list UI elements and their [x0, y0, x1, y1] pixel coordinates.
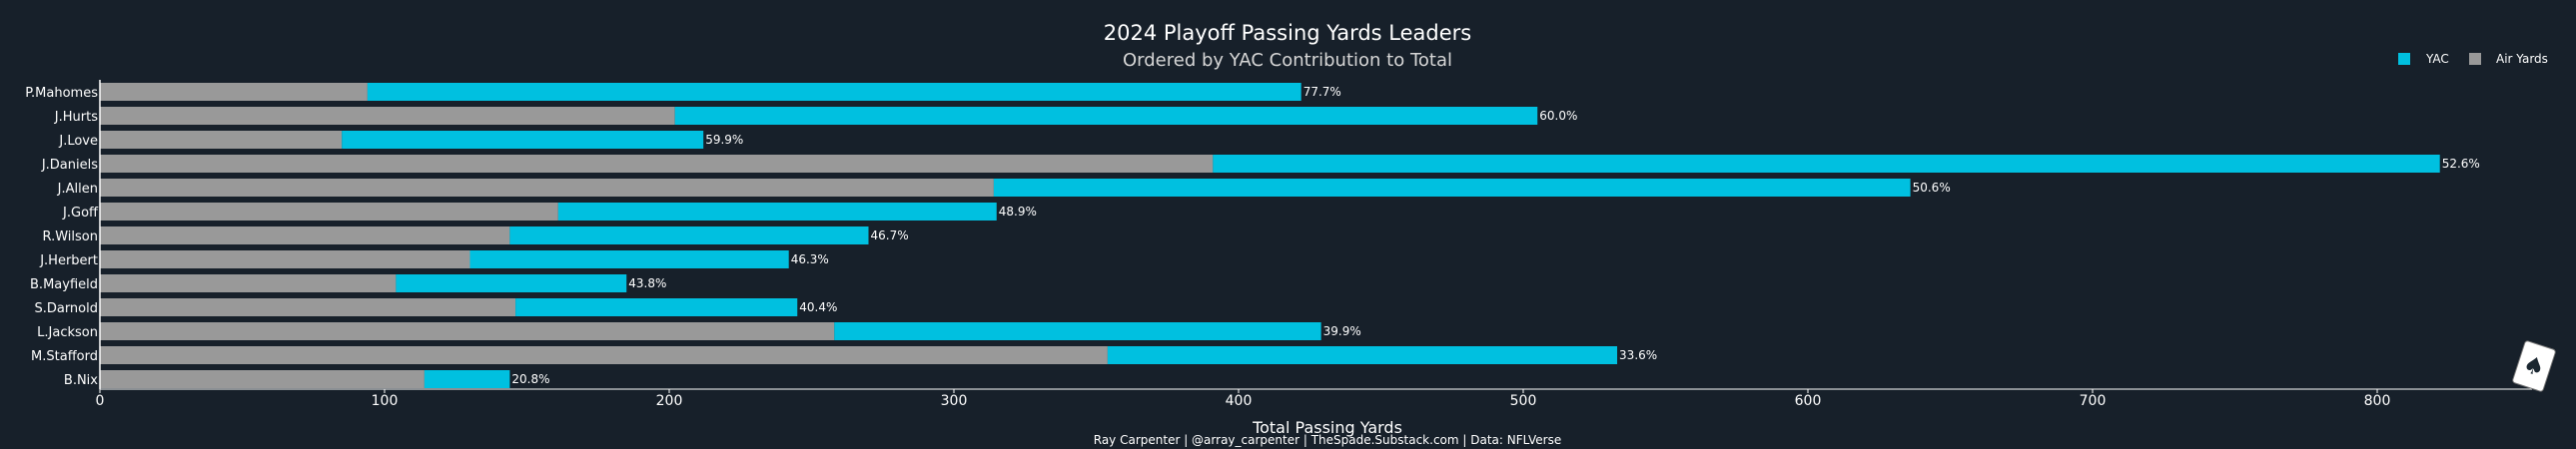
- bar-yac: [557, 203, 997, 221]
- player-label: J.Allen: [57, 182, 98, 197]
- player-label: J.Daniels: [41, 158, 98, 173]
- bar-air-yards: [100, 346, 1108, 364]
- bar-air-yards: [100, 155, 1214, 173]
- bar-yac: [342, 131, 704, 149]
- x-tick-label: 0: [96, 393, 105, 409]
- yac-percent-label: 59.9%: [705, 133, 743, 147]
- bar-yac: [993, 179, 1911, 197]
- yac-percent-label: 60.0%: [1539, 109, 1577, 123]
- legend-label-yac: YAC: [2425, 52, 2449, 66]
- bar-air-yards: [100, 322, 835, 340]
- chart-subtitle: Ordered by YAC Contribution to Total: [1123, 50, 1452, 71]
- yac-percent-label: 39.9%: [1323, 324, 1361, 338]
- player-label: J.Love: [58, 134, 98, 149]
- player-label: B.Nix: [64, 373, 98, 388]
- plot-area: P.Mahomes 77.7% J.Hurts 60.0% J.Love 59.9% J.D…: [25, 80, 2532, 409]
- player-label: J.Herbert: [39, 253, 98, 268]
- bar-yac: [1107, 346, 1618, 364]
- bar-air-yards: [100, 179, 994, 197]
- yac-percent-label: 43.8%: [628, 276, 666, 290]
- bar-yac: [834, 322, 1321, 340]
- bar-yac: [424, 370, 510, 388]
- legend-swatch-air-yards: [2469, 53, 2481, 65]
- legend-swatch-yac: [2398, 53, 2410, 65]
- bar-yac: [1213, 155, 2440, 173]
- bar-air-yards: [100, 226, 510, 244]
- bar-air-yards: [100, 203, 558, 221]
- bar-air-yards: [100, 131, 343, 149]
- player-label: L.Jackson: [37, 325, 98, 340]
- bar-air-yards: [100, 83, 368, 101]
- chart-caption: Ray Carpenter | @array_carpenter | TheSp…: [1094, 433, 1561, 447]
- player-label: J.Goff: [62, 206, 99, 221]
- legend: YAC Air Yards: [2398, 52, 2548, 66]
- yac-percent-label: 40.4%: [799, 300, 837, 314]
- player-label: B.Mayfield: [30, 277, 98, 292]
- yac-percent-label: 20.8%: [511, 372, 549, 386]
- yac-percent-label: 77.7%: [1303, 85, 1341, 99]
- yac-percent-label: 46.7%: [871, 228, 909, 242]
- x-tick-label: 100: [372, 393, 399, 409]
- chart-title: 2024 Playoff Passing Yards Leaders: [1104, 21, 1471, 45]
- bar-air-yards: [100, 298, 516, 316]
- x-tick-label: 200: [656, 393, 683, 409]
- x-tick-label: 400: [1226, 393, 1253, 409]
- yac-percent-label: 48.9%: [999, 205, 1037, 219]
- x-tick-label: 500: [1510, 393, 1537, 409]
- bar-yac: [367, 83, 1301, 101]
- yac-percent-label: 50.6%: [1913, 181, 1951, 195]
- yac-percent-label: 33.6%: [1619, 348, 1657, 362]
- bar-air-yards: [100, 107, 675, 125]
- x-tick-label: 800: [2364, 393, 2391, 409]
- player-label: J.Hurts: [54, 110, 98, 125]
- player-label: S.Darnold: [34, 301, 98, 316]
- bar-air-yards: [100, 250, 470, 268]
- x-tick-label: 300: [941, 393, 968, 409]
- legend-label-air-yards: Air Yards: [2496, 52, 2548, 66]
- player-label: M.Stafford: [31, 349, 98, 364]
- bar-yac: [509, 226, 869, 244]
- bar-yac: [674, 107, 1538, 125]
- yac-percent-label: 52.6%: [2442, 157, 2480, 171]
- bar-air-yards: [100, 274, 397, 292]
- bar-yac: [396, 274, 627, 292]
- bar-yac: [469, 250, 789, 268]
- x-tick-label: 700: [2080, 393, 2107, 409]
- spade-card-icon: ♠: [2512, 340, 2556, 392]
- x-tick-label: 600: [1795, 393, 1822, 409]
- player-label: P.Mahomes: [25, 86, 98, 101]
- bar-yac: [515, 298, 798, 316]
- player-label: R.Wilson: [43, 229, 98, 244]
- bar-air-yards: [100, 370, 425, 388]
- x-axis-title: Total Passing Yards: [1252, 418, 1402, 437]
- yac-percent-label: 46.3%: [791, 252, 829, 266]
